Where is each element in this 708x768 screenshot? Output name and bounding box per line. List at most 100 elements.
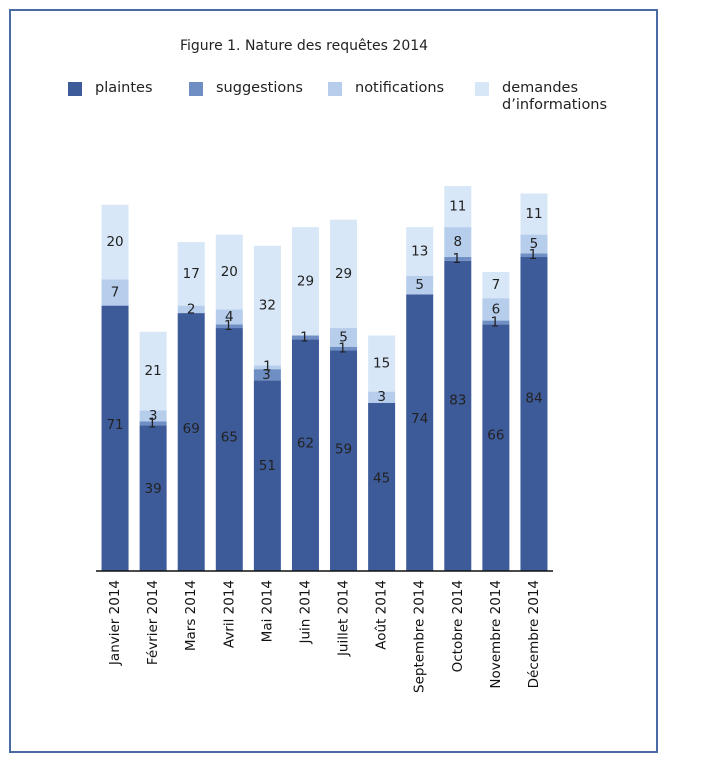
data-label-1-7: 59 bbox=[335, 442, 352, 458]
data-label-3-5: 1 bbox=[263, 358, 272, 374]
bar-segment-3-7 bbox=[330, 328, 358, 347]
bar-segment-2-5 bbox=[253, 369, 281, 381]
bar-segment-1-11 bbox=[482, 324, 510, 571]
data-label-3-8: 3 bbox=[377, 389, 386, 405]
data-label-3-11: 6 bbox=[492, 301, 501, 317]
data-label-1-6: 62 bbox=[297, 436, 314, 452]
data-label-3-9: 5 bbox=[415, 277, 424, 293]
bar-segment-2-2 bbox=[139, 421, 167, 426]
data-label-2-4: 1 bbox=[224, 318, 233, 334]
bar-segment-4-8 bbox=[368, 335, 396, 392]
bar-segment-2-6 bbox=[291, 335, 319, 340]
bar-segment-1-9 bbox=[406, 294, 434, 571]
x-tick-label-4: Avril 2014 bbox=[221, 580, 237, 648]
bar-segment-4-4 bbox=[215, 234, 243, 310]
data-label-4-3: 17 bbox=[183, 266, 200, 282]
data-label-3-10: 8 bbox=[453, 234, 462, 250]
data-label-1-11: 66 bbox=[487, 427, 504, 443]
data-label-4-7: 29 bbox=[335, 266, 352, 282]
x-tick-label-1: Janvier 2014 bbox=[107, 580, 123, 666]
data-label-1-10: 83 bbox=[449, 392, 466, 408]
legend-swatch-notifications bbox=[328, 82, 342, 96]
x-tick-label-12: Décembre 2014 bbox=[526, 580, 542, 688]
bar-segment-4-10 bbox=[444, 186, 472, 228]
data-label-1-2: 39 bbox=[145, 481, 162, 497]
bar-segment-3-11 bbox=[482, 298, 510, 321]
data-label-4-4: 20 bbox=[221, 264, 238, 280]
bar-segment-4-7 bbox=[330, 219, 358, 329]
data-label-3-1: 7 bbox=[111, 285, 120, 301]
data-label-1-12: 84 bbox=[525, 390, 542, 406]
bar-segment-1-7 bbox=[330, 350, 358, 571]
bar-segment-4-9 bbox=[406, 227, 434, 276]
data-label-1-8: 45 bbox=[373, 470, 390, 486]
bar-segment-3-4 bbox=[215, 309, 243, 325]
bar-segment-1-8 bbox=[368, 402, 396, 571]
bar-segment-2-12 bbox=[520, 253, 548, 258]
x-tick-label-10: Octobre 2014 bbox=[450, 580, 466, 672]
data-label-1-1: 71 bbox=[106, 417, 123, 433]
data-label-3-3: 2 bbox=[187, 301, 196, 317]
bar-segment-4-5 bbox=[253, 245, 281, 366]
data-label-1-5: 51 bbox=[259, 458, 276, 474]
x-tick-label-6: Juin 2014 bbox=[297, 580, 313, 645]
data-label-2-7: 1 bbox=[338, 341, 347, 357]
data-label-4-2: 21 bbox=[145, 363, 162, 379]
legend-swatch-suggestions bbox=[189, 82, 203, 96]
data-label-4-1: 20 bbox=[106, 234, 123, 250]
data-label-2-10: 1 bbox=[452, 251, 461, 267]
bar-segment-1-1 bbox=[101, 305, 129, 571]
data-label-4-5: 32 bbox=[259, 298, 276, 314]
data-label-4-12: 11 bbox=[525, 206, 542, 222]
bar-segment-4-2 bbox=[139, 331, 167, 411]
legend-label-demandes: demandes d’informations bbox=[502, 80, 608, 113]
legend-label-plaintes: plaintes bbox=[95, 80, 153, 96]
bar-segment-3-10 bbox=[444, 227, 472, 258]
bar-segment-2-4 bbox=[215, 324, 243, 329]
data-label-1-9: 74 bbox=[411, 411, 428, 427]
x-tick-label-5: Mai 2014 bbox=[259, 580, 275, 642]
bar-segment-3-5 bbox=[253, 365, 281, 370]
bar-segment-1-5 bbox=[253, 380, 281, 571]
bar-segment-4-3 bbox=[177, 242, 205, 306]
legend-label-suggestions: suggestions bbox=[216, 80, 303, 96]
x-tick-label-11: Novembre 2014 bbox=[488, 580, 504, 689]
bar-segment-2-10 bbox=[444, 257, 472, 261]
x-tick-label-9: Septembre 2014 bbox=[412, 580, 428, 693]
legend-swatch-demandes bbox=[475, 82, 489, 96]
data-label-2-11: 1 bbox=[491, 314, 500, 330]
bar-segment-3-3 bbox=[177, 305, 205, 314]
figure-frame bbox=[9, 9, 658, 753]
bar-segment-3-9 bbox=[406, 275, 434, 295]
bar-segment-3-1 bbox=[101, 279, 129, 306]
bar-segment-1-12 bbox=[520, 257, 548, 571]
data-label-4-9: 13 bbox=[411, 243, 428, 259]
bar-segment-2-11 bbox=[482, 320, 510, 325]
chart-title: Figure 1. Nature des requêtes 2014 bbox=[179, 38, 429, 54]
bar-segment-1-3 bbox=[177, 313, 205, 571]
data-label-2-6: 1 bbox=[300, 329, 309, 345]
bar-segment-1-10 bbox=[444, 260, 472, 571]
data-label-4-10: 11 bbox=[449, 199, 466, 215]
data-label-3-7: 5 bbox=[339, 329, 348, 345]
data-label-4-11: 7 bbox=[492, 277, 501, 293]
bar-segment-2-7 bbox=[330, 346, 358, 351]
data-label-1-3: 69 bbox=[183, 421, 200, 437]
x-tick-label-2: Février 2014 bbox=[145, 580, 161, 665]
bar-segment-1-4 bbox=[215, 328, 243, 571]
data-label-3-4: 4 bbox=[225, 309, 234, 325]
legend-label-notifications: notifications bbox=[355, 80, 445, 96]
data-label-3-2: 3 bbox=[149, 408, 158, 424]
data-label-4-8: 15 bbox=[373, 356, 390, 372]
data-label-4-6: 29 bbox=[297, 273, 314, 289]
bar-segment-4-11 bbox=[482, 271, 510, 299]
bar-segment-3-2 bbox=[139, 410, 167, 422]
data-label-2-5: 3 bbox=[262, 367, 271, 383]
bar-segment-1-6 bbox=[291, 339, 319, 571]
x-tick-label-7: Juillet 2014 bbox=[336, 580, 352, 657]
bar-segment-4-12 bbox=[520, 193, 548, 235]
bar-segment-4-6 bbox=[291, 227, 319, 336]
bar-segment-3-8 bbox=[368, 391, 396, 403]
bar-segment-3-12 bbox=[520, 234, 548, 254]
